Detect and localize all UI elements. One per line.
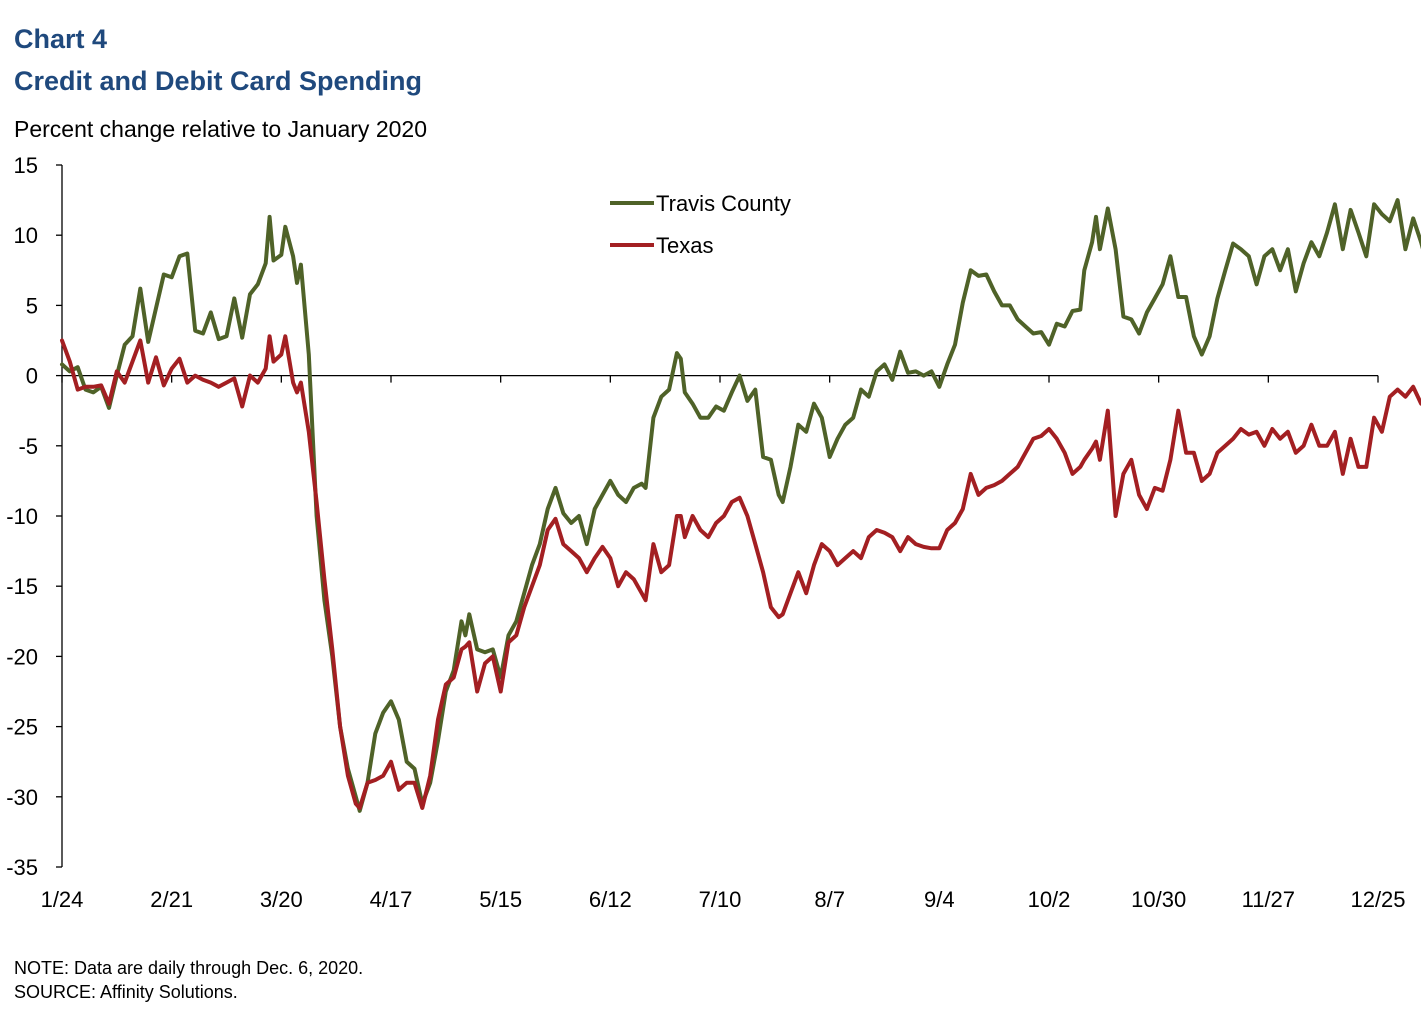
y-tick-label: -10 bbox=[6, 504, 38, 529]
chart-series-lines bbox=[60, 198, 1421, 813]
legend-label-1: Texas bbox=[656, 233, 713, 258]
chart-source: SOURCE: Affinity Solutions. bbox=[14, 982, 238, 1002]
x-tick-label: 10/2 bbox=[1028, 887, 1071, 912]
x-tick-label: 2/21 bbox=[150, 887, 193, 912]
y-tick-label: 0 bbox=[26, 364, 38, 389]
x-tick-label: 11/27 bbox=[1242, 887, 1295, 912]
y-tick-label: -30 bbox=[6, 785, 38, 810]
legend-label-0: Travis County bbox=[656, 191, 791, 216]
x-tick-label: 10/30 bbox=[1131, 887, 1186, 912]
x-tick-label: 4/17 bbox=[370, 887, 413, 912]
x-tick-label: 6/12 bbox=[589, 887, 632, 912]
y-tick-label: 10 bbox=[14, 223, 38, 248]
chart-title: Credit and Debit Card Spending bbox=[14, 66, 423, 96]
series-line-0 bbox=[60, 198, 1421, 813]
x-tick-label: 12/25 bbox=[1350, 887, 1405, 912]
y-tick-label: -20 bbox=[6, 644, 38, 669]
y-axis-unit-label: Percent change relative to January 2020 bbox=[14, 116, 427, 142]
x-tick-label: 7/10 bbox=[699, 887, 742, 912]
chart-axes: 15 10 5 0 -5 -10 -15 -20 -25 -30 -351/24 2/21 3/20 4/… bbox=[6, 153, 1405, 912]
y-tick-label: -5 bbox=[18, 434, 38, 459]
y-tick-label: -35 bbox=[6, 855, 38, 880]
y-tick-label: -25 bbox=[6, 715, 38, 740]
chart-note: NOTE: Data are daily through Dec. 6, 202… bbox=[14, 958, 364, 978]
y-tick-label: -15 bbox=[6, 574, 38, 599]
chart-legend: Travis County Texas bbox=[610, 191, 791, 258]
x-tick-label: 1/24 bbox=[41, 887, 84, 912]
series-line-1 bbox=[60, 334, 1421, 810]
x-tick-label: 3/20 bbox=[260, 887, 303, 912]
y-tick-label: 15 bbox=[14, 153, 38, 178]
x-tick-label: 8/7 bbox=[814, 887, 845, 912]
chart-number: Chart 4 bbox=[14, 24, 108, 54]
y-tick-label: 5 bbox=[26, 293, 38, 318]
x-tick-label: 5/15 bbox=[479, 887, 522, 912]
x-tick-label: 9/4 bbox=[924, 887, 955, 912]
